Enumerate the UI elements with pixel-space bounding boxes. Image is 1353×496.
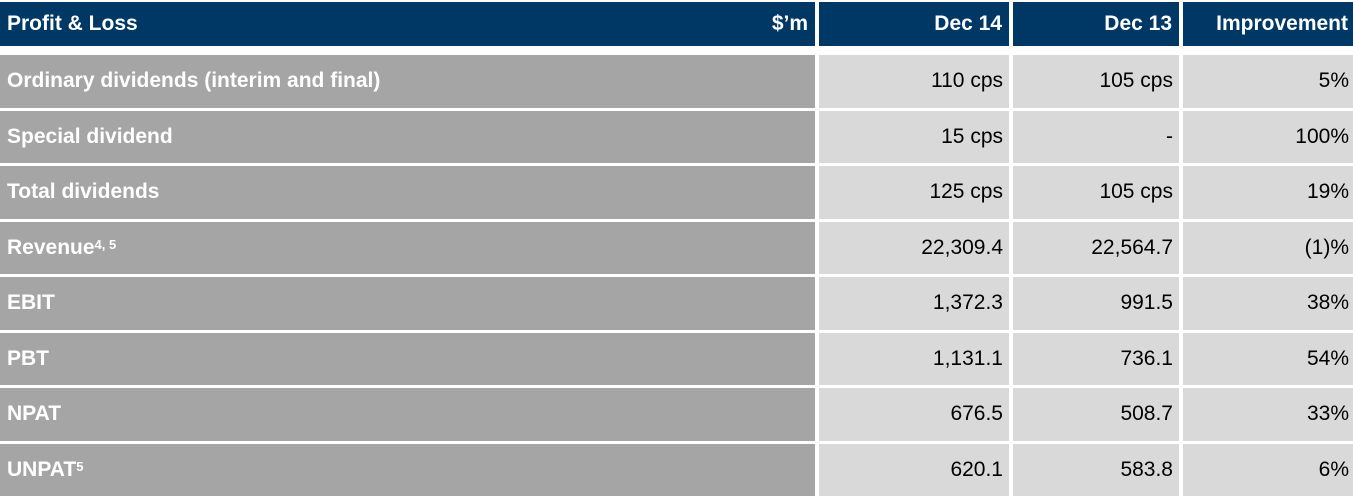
cell-improvement: 33% (1183, 388, 1353, 441)
cell-improvement: 19% (1183, 166, 1353, 219)
row-label: Ordinary dividends (interim and final) (0, 55, 815, 108)
cell-improvement: (1)% (1183, 222, 1353, 275)
cell-dec13: 736.1 (1013, 333, 1179, 386)
row-label-text: Revenue (7, 236, 95, 260)
cell-dec13: 583.8 (1013, 444, 1179, 496)
unit-label: $’m (772, 12, 808, 36)
cell-improvement: 6% (1183, 444, 1353, 496)
row-label-text: Total dividends (7, 180, 159, 204)
row-label: NPAT (0, 388, 815, 441)
row-label-text: EBIT (7, 291, 55, 315)
row-label: PBT (0, 333, 815, 386)
footnote-ref: 5 (76, 459, 83, 474)
row-label-text: Special dividend (7, 125, 173, 149)
header-improvement: Improvement (1183, 2, 1353, 46)
cell-dec13: 991.5 (1013, 277, 1179, 330)
row-label-text: UNPAT (7, 458, 76, 482)
cell-dec14: 125 cps (819, 166, 1009, 219)
cell-dec14: 620.1 (819, 444, 1009, 496)
cell-improvement: 38% (1183, 277, 1353, 330)
cell-dec14: 110 cps (819, 55, 1009, 108)
cell-dec14: 15 cps (819, 111, 1009, 164)
row-label: EBIT (0, 277, 815, 330)
cell-dec14: 1,372.3 (819, 277, 1009, 330)
cell-improvement: 54% (1183, 333, 1353, 386)
cell-dec13: 105 cps (1013, 55, 1179, 108)
header-dec13: Dec 13 (1013, 2, 1179, 46)
row-label-text: Ordinary dividends (interim and final) (7, 69, 380, 93)
cell-dec14: 676.5 (819, 388, 1009, 441)
cell-dec13: 508.7 (1013, 388, 1179, 441)
table-title: Profit & Loss (7, 12, 138, 36)
cell-dec13: 105 cps (1013, 166, 1179, 219)
footnote-ref: 4, 5 (95, 237, 117, 252)
cell-improvement: 100% (1183, 111, 1353, 164)
row-label: Total dividends (0, 166, 815, 219)
cell-improvement: 5% (1183, 55, 1353, 108)
header-title-cell: Profit & Loss $’m (0, 2, 815, 46)
row-label: Special dividend (0, 111, 815, 164)
cell-dec13: 22,564.7 (1013, 222, 1179, 275)
cell-dec13: - (1013, 111, 1179, 164)
cell-dec14: 22,309.4 (819, 222, 1009, 275)
row-label-text: NPAT (7, 402, 61, 426)
row-label-text: PBT (7, 347, 49, 371)
header-dec14: Dec 14 (819, 2, 1009, 46)
cell-dec14: 1,131.1 (819, 333, 1009, 386)
